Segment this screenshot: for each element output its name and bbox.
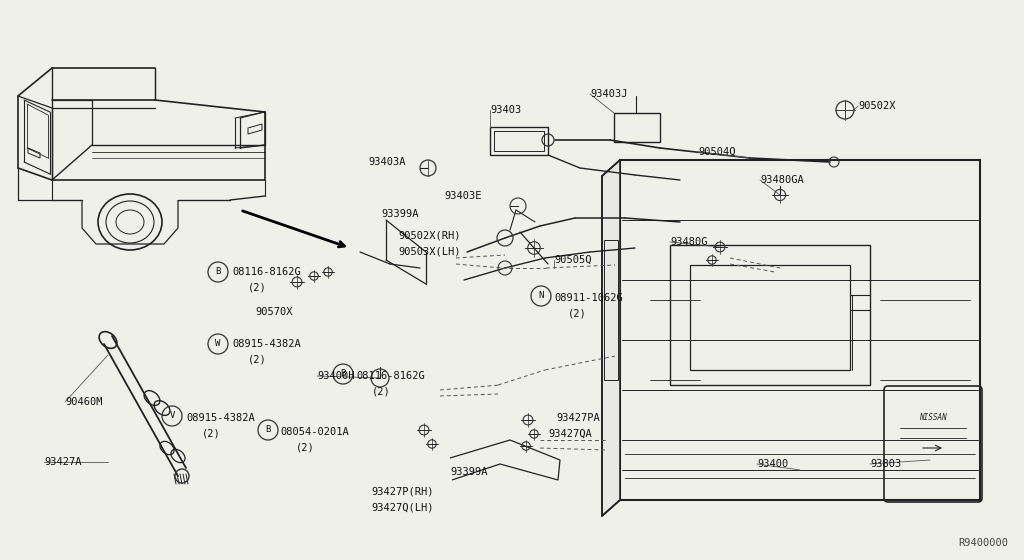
Text: 93427Q(LH): 93427Q(LH) [371,503,433,513]
Text: 08911-1062G: 08911-1062G [554,293,623,303]
Text: (2): (2) [372,387,391,397]
Text: 93399A: 93399A [450,467,487,477]
Text: (2): (2) [568,309,587,319]
Text: 93427A: 93427A [44,457,82,467]
Text: 90503X(LH): 90503X(LH) [398,247,461,257]
Polygon shape [602,160,620,516]
Text: 93403: 93403 [490,105,521,115]
Text: 93427PA: 93427PA [556,413,600,423]
Text: 90570X: 90570X [255,307,293,317]
Text: 90502X(RH): 90502X(RH) [398,231,461,241]
Text: V: V [169,412,175,421]
Text: (2): (2) [296,443,314,453]
Text: 93403J: 93403J [590,89,628,99]
Text: 93427QA: 93427QA [548,429,592,439]
Text: 93803: 93803 [870,459,901,469]
Text: 93400H: 93400H [317,371,354,381]
Text: (2): (2) [202,429,221,439]
Text: N: N [539,292,544,301]
Text: (2): (2) [248,355,266,365]
Text: 08915-4382A: 08915-4382A [232,339,301,349]
Text: W: W [215,339,221,348]
Text: 93480G: 93480G [670,237,708,247]
Text: 93400: 93400 [757,459,788,469]
Text: 08116-8162G: 08116-8162G [232,267,301,277]
Text: NISSAN: NISSAN [920,413,947,422]
Text: 08054-0201A: 08054-0201A [280,427,349,437]
Text: B: B [265,426,270,435]
Text: 93427P(RH): 93427P(RH) [371,487,433,497]
Text: B: B [340,370,346,379]
Text: 93403E: 93403E [444,191,481,201]
Text: 93399A: 93399A [381,209,419,219]
Text: 90505Q: 90505Q [554,255,592,265]
Text: 90460M: 90460M [65,397,102,407]
Text: (2): (2) [248,283,266,293]
Text: 08116-8162G: 08116-8162G [356,371,425,381]
Text: 93403A: 93403A [368,157,406,167]
Text: 93480GA: 93480GA [760,175,804,185]
Text: R9400000: R9400000 [958,538,1008,548]
Text: 90504Q: 90504Q [698,147,735,157]
Text: 08915-4382A: 08915-4382A [186,413,255,423]
Text: 90502X: 90502X [858,101,896,111]
Text: B: B [215,268,221,277]
